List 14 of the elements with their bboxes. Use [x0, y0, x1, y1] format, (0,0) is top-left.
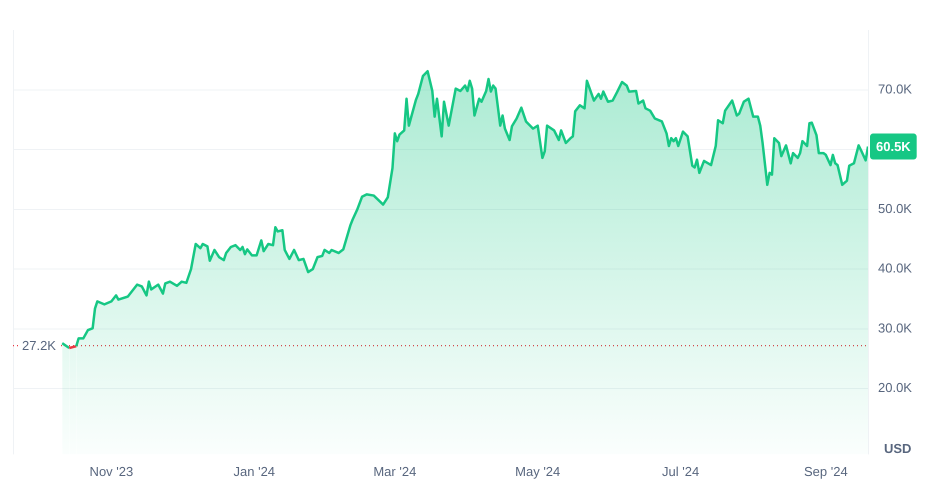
y-tick-label: 20.0K [878, 380, 912, 396]
y-axis-title: USD [884, 440, 912, 456]
y-tick-label: 40.0K [878, 260, 912, 276]
x-tick-label: Mar '24 [373, 464, 416, 479]
ref-line-label: 27.2K [22, 338, 56, 354]
x-tick-label: Sep '24 [804, 464, 848, 479]
x-tick-label: May '24 [515, 464, 560, 479]
y-tick-label: 70.0K [878, 81, 912, 96]
annotation: 60.5K [876, 139, 912, 154]
x-tick-label: Nov '23 [90, 464, 134, 479]
x-tick-label: Jan '24 [234, 464, 276, 479]
y-tick-label: 50.0K [878, 200, 912, 216]
x-tick-label: Jul '24 [662, 464, 700, 479]
y-tick-label: 30.0K [878, 320, 912, 336]
